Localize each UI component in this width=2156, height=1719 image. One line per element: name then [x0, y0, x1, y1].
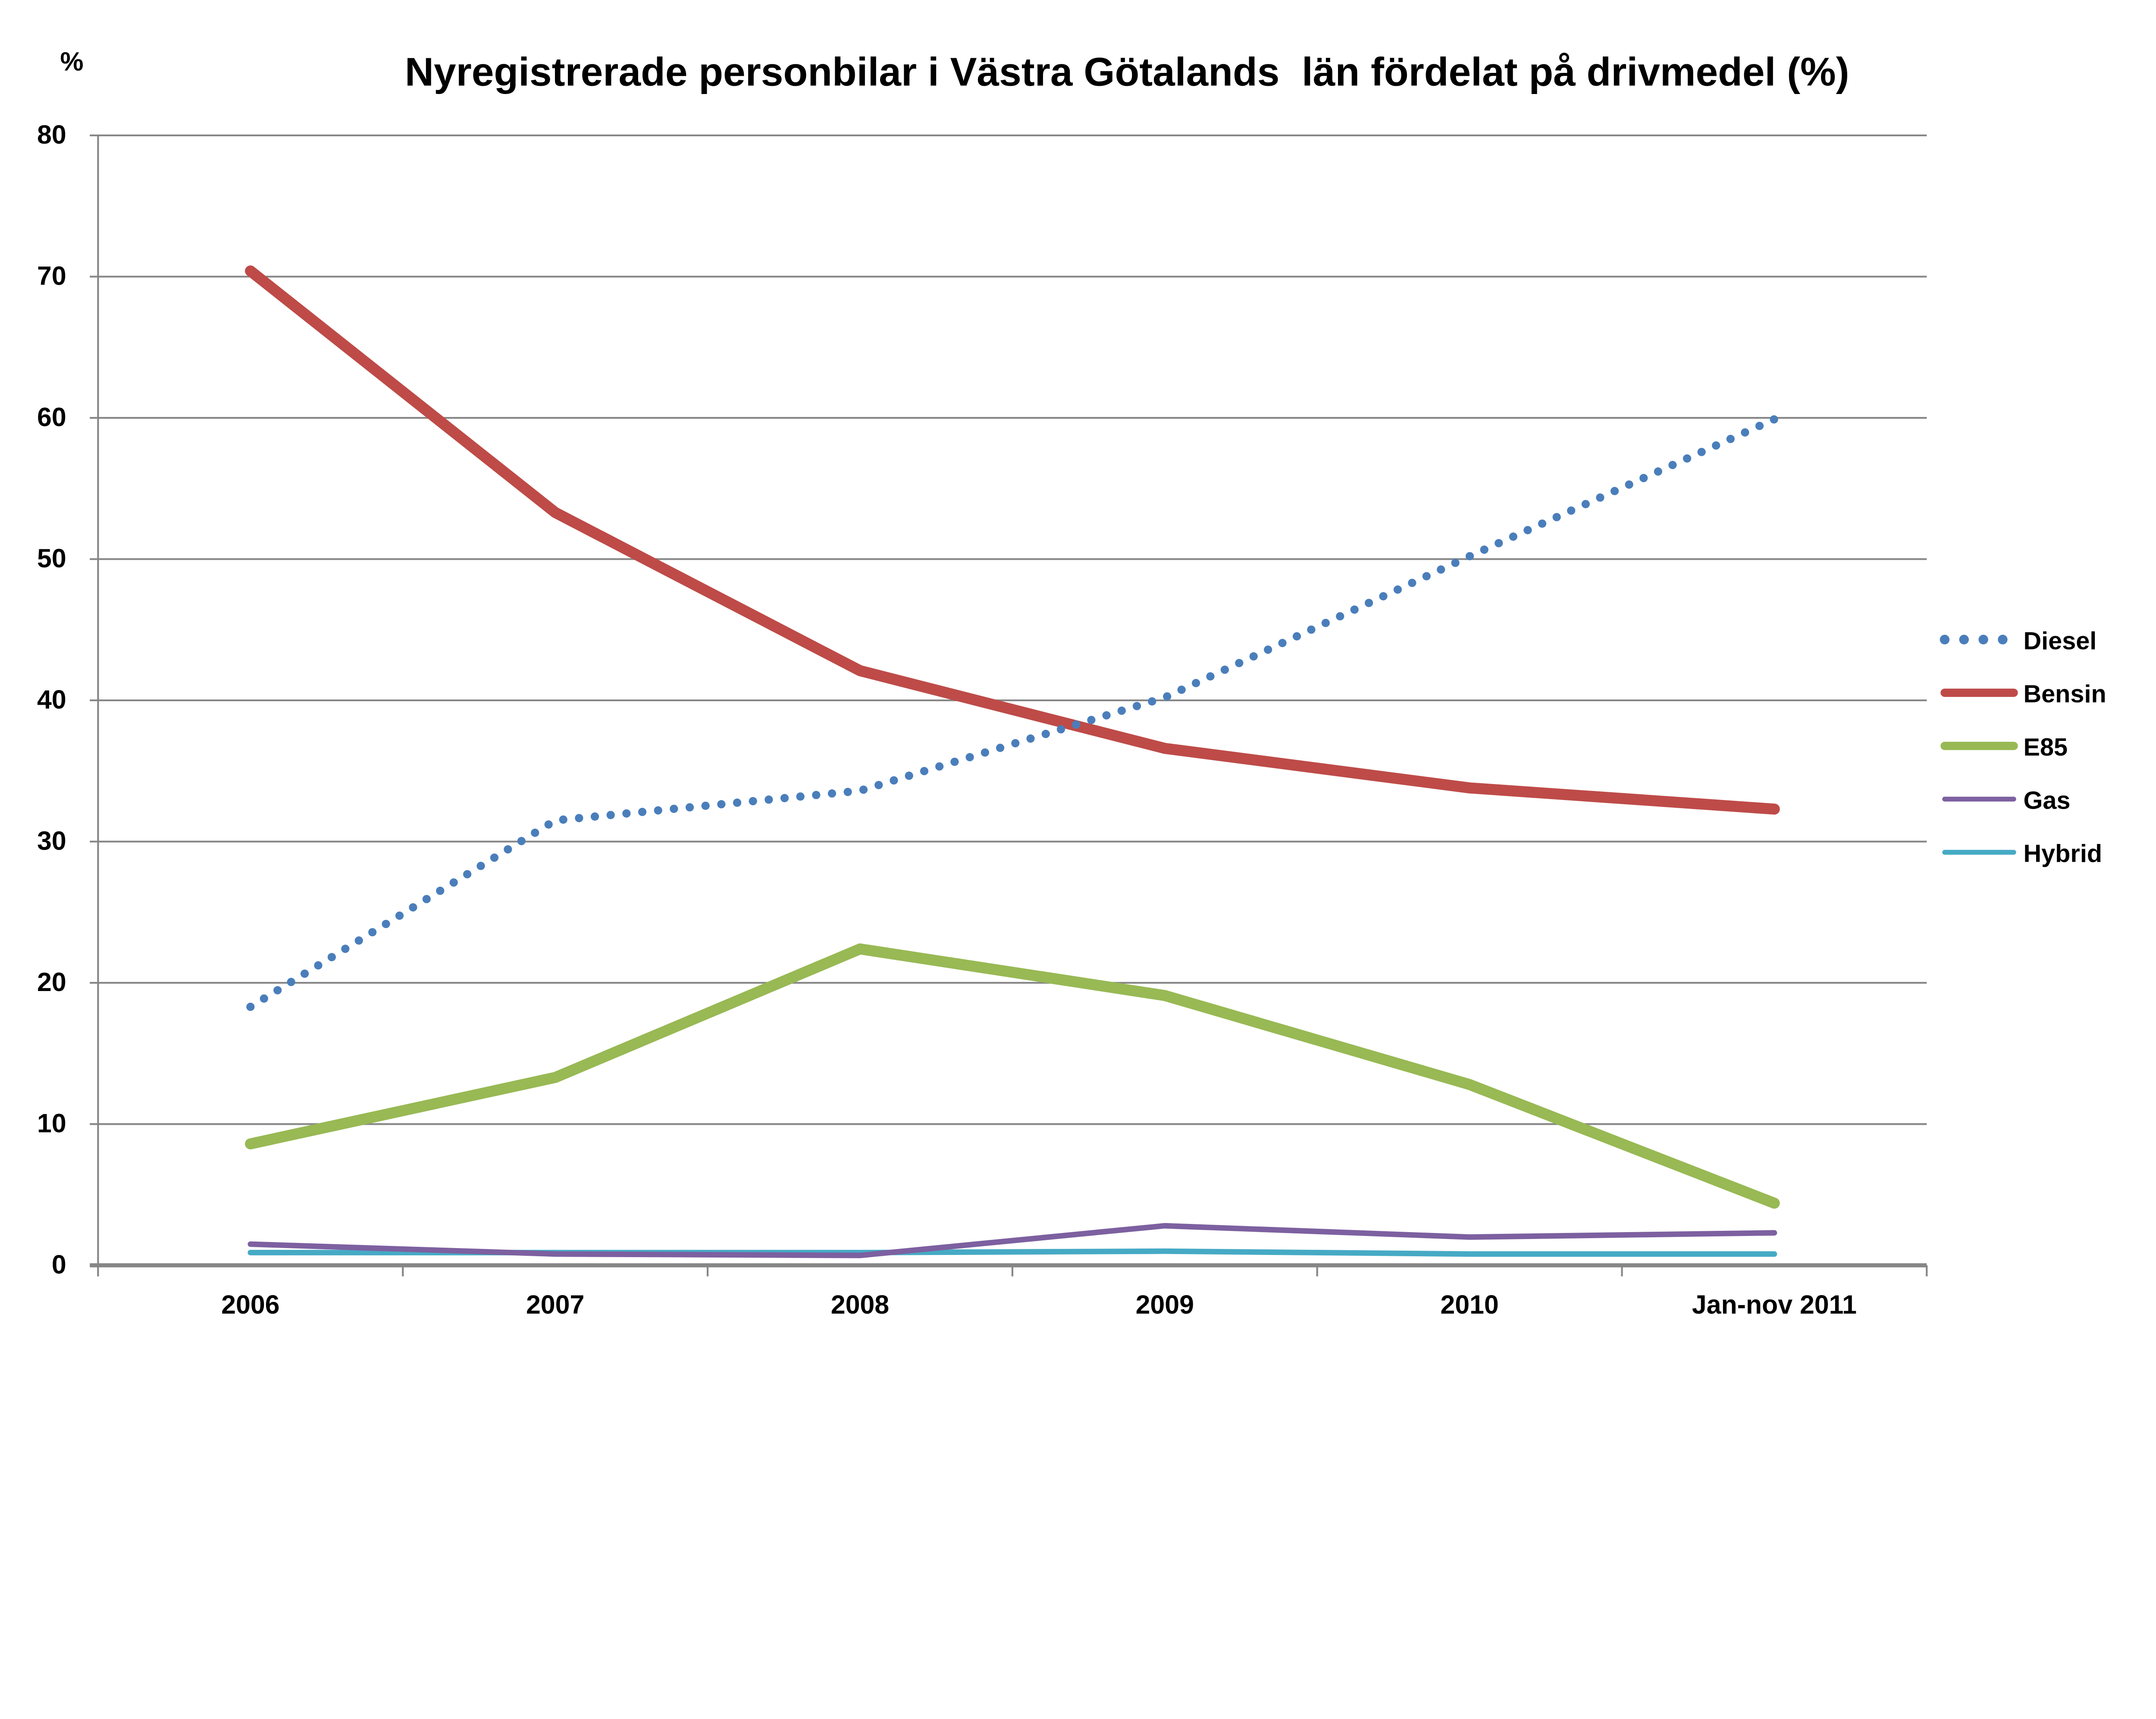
legend-label-bensin: Bensin [2023, 681, 2106, 708]
y-tick-label: 70 [37, 261, 66, 291]
x-tick-label: 2008 [831, 1290, 889, 1319]
y-axis-label: % [60, 47, 84, 76]
gridlines [90, 134, 1927, 1125]
axes: 0 10 20 30 40 50 60 70 80 2006 2007 2008 2009 2010 Jan… [37, 120, 1928, 1319]
y-tick-label: 40 [37, 685, 66, 714]
legend: Diesel Bensin E85 Gas Hybrid [1940, 627, 2106, 868]
y-tick-label: 20 [37, 967, 66, 997]
y-tick-label: 80 [37, 120, 66, 149]
y-tick-label: 60 [37, 402, 66, 432]
series-line-diesel [246, 415, 1779, 1011]
x-tick-label: 2009 [1136, 1290, 1194, 1319]
x-tick-label: 2010 [1440, 1290, 1498, 1319]
y-tick-label: 10 [37, 1109, 66, 1138]
x-tick-label: 2006 [221, 1290, 279, 1319]
legend-label-hybrid: Hybrid [2023, 840, 2102, 868]
series-line-gas [248, 1223, 1777, 1258]
chart-title: Nyregistrerade personbilar i Västra Göta… [405, 50, 1849, 94]
y-tick-label: 50 [37, 544, 66, 573]
legend-label-e85: E85 [2023, 734, 2068, 761]
x-tick-label: Jan-nov 2011 [1692, 1290, 1857, 1319]
y-tick-label: 0 [52, 1250, 66, 1279]
series-line-e85 [245, 943, 1780, 1209]
line-chart: Nyregistrerade personbilar i Västra Göta… [37, 47, 2106, 1319]
legend-label-diesel: Diesel [2023, 627, 2096, 655]
series-line-bensin [245, 265, 1780, 815]
y-tick-label: 30 [37, 826, 66, 856]
series-lines [245, 265, 1780, 1258]
legend-label-gas: Gas [2023, 787, 2070, 814]
x-tick-label: 2007 [526, 1290, 584, 1319]
